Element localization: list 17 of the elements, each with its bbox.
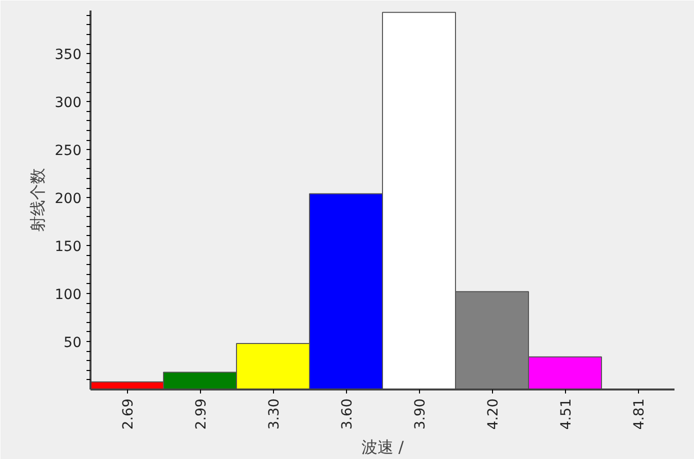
x-tick-label: 3.90 [412, 398, 428, 430]
y-tick-label: 100 [54, 287, 82, 304]
y-axis-title: 射线个数 [28, 168, 47, 232]
x-tick-label: 4.51 [558, 398, 574, 430]
y-tick-label: 300 [54, 95, 82, 112]
y-tick-label: 150 [54, 239, 82, 256]
x-tick-label: 2.99 [194, 398, 210, 430]
x-tick-label: 4.81 [632, 398, 648, 430]
x-axis-title: 波速 / [361, 438, 404, 457]
x-tick-label: 3.30 [266, 398, 282, 430]
x-tick-label: 3.60 [340, 398, 356, 430]
y-tick-label: 50 [64, 335, 82, 352]
y-tick-label: 200 [54, 191, 82, 208]
x-tick-label: 2.69 [120, 398, 136, 430]
y-tick-label: 350 [54, 47, 82, 64]
y-tick-label: 250 [54, 143, 82, 160]
x-tick-label: 4.20 [486, 398, 502, 430]
